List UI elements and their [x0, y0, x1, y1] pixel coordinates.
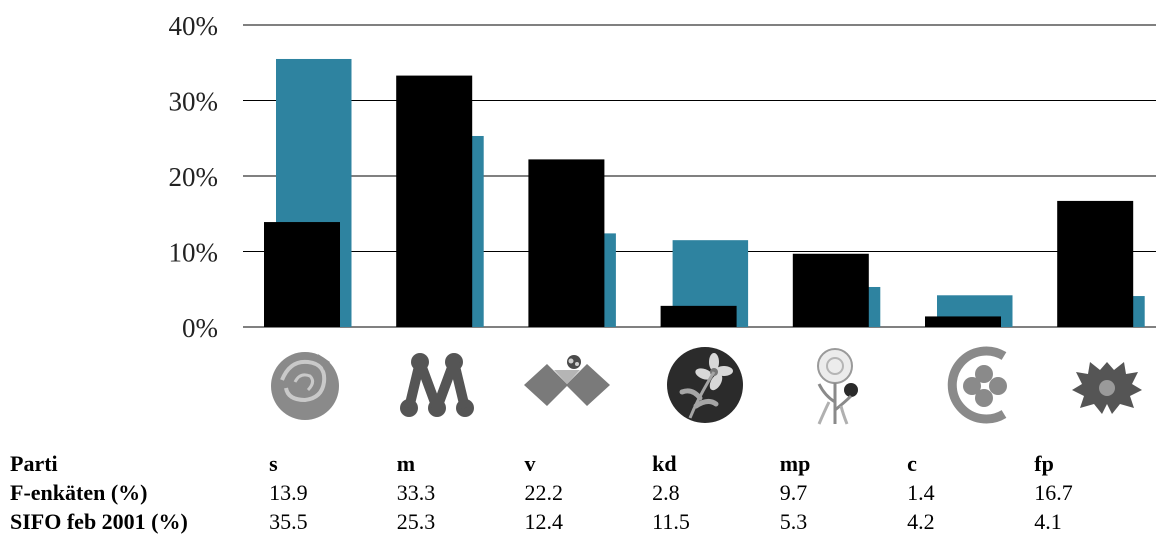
- value-cell: 33.3: [396, 480, 436, 505]
- y-tick-label: 30%: [169, 87, 219, 117]
- anemone-icon: [667, 347, 743, 423]
- row-header: Parti: [10, 451, 58, 476]
- y-tick-label: 0%: [182, 313, 218, 340]
- row-header: SIFO feb 2001 (%): [10, 509, 188, 534]
- value-cell: 4.2: [907, 509, 935, 534]
- party-cell: m: [396, 451, 416, 476]
- value-cell: 35.5: [269, 509, 308, 534]
- clover-icon: [947, 346, 1007, 424]
- bar-f-enkaten-kd: [660, 305, 737, 327]
- value-cell: 5.3: [779, 509, 808, 534]
- bar-f-enkaten-m: [396, 75, 473, 328]
- value-cell: 9.7: [779, 480, 808, 505]
- value-cell: 12.4: [524, 509, 563, 534]
- bar-chart: 0% 10% 20% 30% 40%: [169, 11, 1156, 340]
- bar-f-enkaten-mp: [792, 253, 869, 327]
- party-cell: s: [269, 451, 278, 476]
- table-row-f-enkaten: F-enkäten (%) 13.9 33.3 22.2 2.8 9.7 1.4…: [10, 478, 1162, 507]
- value-cell: 22.2: [524, 480, 563, 505]
- y-tick-label: 40%: [169, 11, 219, 41]
- bar-f-enkaten-s: [264, 222, 340, 327]
- cornflower-icon: [1072, 362, 1142, 414]
- party-cell: fp: [1034, 451, 1054, 476]
- v-logo-icon: [524, 355, 610, 406]
- value-cell: 25.3: [396, 509, 436, 534]
- party-cell: v: [524, 451, 536, 476]
- table-row-parti: Parti s m v kd mp c fp: [10, 449, 1162, 478]
- value-cell: 1.4: [907, 480, 935, 505]
- value-cell: 13.9: [269, 480, 308, 505]
- bar-f-enkaten-v: [528, 159, 605, 327]
- bar-f-enkaten-fp: [1057, 200, 1134, 327]
- y-tick-label: 10%: [169, 238, 219, 268]
- party-logos-row: [0, 340, 1162, 440]
- row-header: F-enkäten (%): [10, 480, 148, 505]
- value-cell: 16.7: [1034, 480, 1073, 505]
- table-row-sifo: SIFO feb 2001 (%) 35.5 25.3 12.4 11.5 5.…: [10, 507, 1162, 536]
- value-cell: 2.8: [652, 480, 680, 505]
- bar-f-enkaten-c: [925, 316, 1001, 327]
- party-cell: kd: [652, 451, 677, 476]
- party-cell: mp: [779, 451, 811, 476]
- data-table: Parti s m v kd mp c fp F-enkäten (%) 13.…: [10, 449, 1162, 536]
- rose-icon: [271, 352, 339, 420]
- dandelion-icon: [817, 348, 858, 425]
- value-cell: 11.5: [652, 509, 690, 534]
- party-cell: c: [907, 451, 917, 476]
- y-tick-label: 20%: [169, 162, 219, 192]
- m-logo-icon: [400, 353, 474, 417]
- value-cell: 4.1: [1034, 509, 1062, 534]
